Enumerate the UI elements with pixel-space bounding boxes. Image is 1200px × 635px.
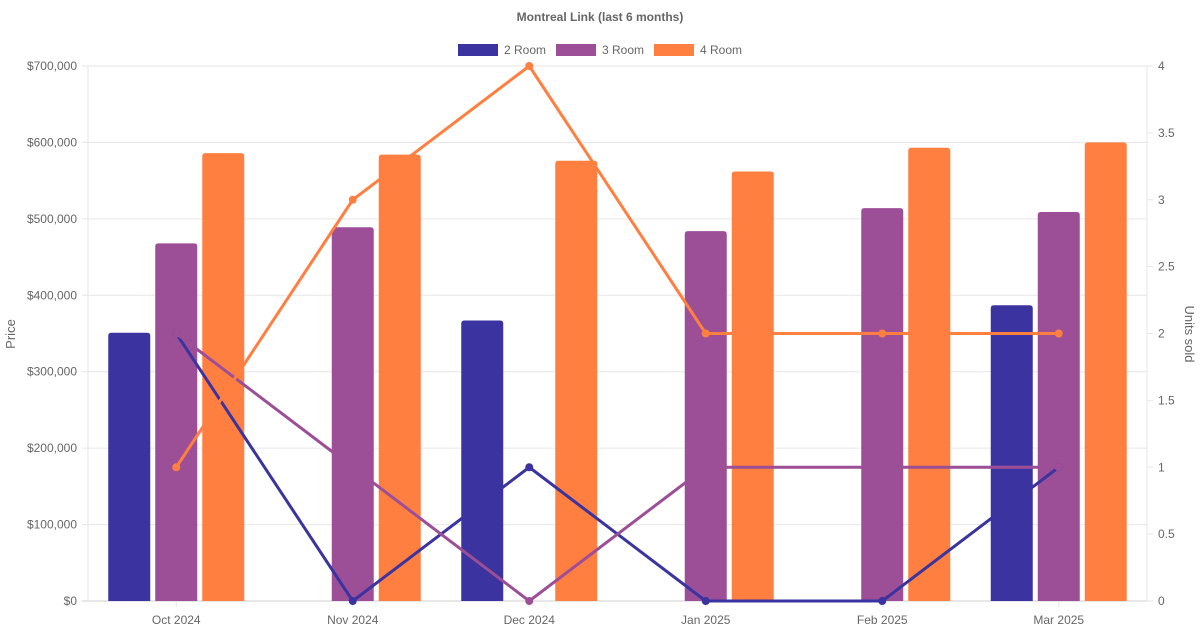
y-tick-label: $300,000 <box>27 365 77 379</box>
point-2-room <box>878 597 887 605</box>
bar-3-room <box>684 231 727 602</box>
line-3-room <box>175 332 1059 603</box>
y2-tick-label: 2.5 <box>1158 260 1175 274</box>
point-3-room <box>878 463 887 472</box>
legend-label-3-room: 3 Room <box>602 43 644 57</box>
y2-tick-label: 0.5 <box>1158 527 1175 541</box>
point-3-room <box>701 463 710 472</box>
bar-2-room <box>990 305 1033 601</box>
bar-3-room <box>861 208 904 601</box>
y-tick-label: $500,000 <box>27 212 77 226</box>
point-4-room <box>348 195 357 204</box>
x-tick-label: Nov 2024 <box>327 613 379 627</box>
point-2-room <box>348 597 357 605</box>
y-tick-label: $700,000 <box>27 59 77 73</box>
y2-tick-label: 0 <box>1158 594 1165 608</box>
line-4-room <box>174 64 1059 469</box>
y2-tick-label: 1 <box>1158 460 1165 474</box>
point-4-room <box>525 62 534 70</box>
legend-swatch-2-room <box>458 44 498 56</box>
point-4-room <box>701 329 710 338</box>
y-tick-label: $600,000 <box>27 135 77 149</box>
y2-tick-label: 3 <box>1158 193 1165 207</box>
point-4-room <box>878 329 887 338</box>
x-tick-label: Dec 2024 <box>504 613 556 627</box>
point-2-room <box>525 463 534 472</box>
bar-3-room <box>331 227 374 601</box>
bar-4-room <box>378 154 421 601</box>
y-tick-label: $100,000 <box>27 518 77 532</box>
bar-4-room <box>555 160 598 601</box>
legend-swatch-3-room <box>556 44 596 56</box>
point-4-room <box>1054 329 1063 338</box>
point-3-room <box>348 463 357 472</box>
x-tick-label: Mar 2025 <box>1033 613 1084 627</box>
point-4-room <box>172 463 181 472</box>
point-2-room <box>701 597 710 605</box>
y2-tick-label: 3.5 <box>1158 126 1175 140</box>
bar-4-room <box>908 147 951 601</box>
y-tick-label: $0 <box>64 594 78 608</box>
y2-tick-label: 2 <box>1158 327 1165 341</box>
point-3-room <box>525 597 534 605</box>
legend-label-4-room: 4 Room <box>700 43 742 57</box>
x-tick-label: Feb 2025 <box>857 613 908 627</box>
bar-4-room <box>1084 142 1127 601</box>
y2-axis-title: Units sold <box>1182 305 1197 362</box>
bar-2-room <box>461 320 504 601</box>
bar-4-room <box>731 171 774 601</box>
x-tick-label: Jan 2025 <box>681 613 731 627</box>
bar-4-room <box>202 153 245 601</box>
y2-tick-label: 1.5 <box>1158 393 1175 407</box>
y2-tick-label: 4 <box>1158 59 1165 73</box>
y-tick-label: $400,000 <box>27 288 77 302</box>
bar-2-room <box>108 332 151 601</box>
y-axis-title: Price <box>3 319 18 349</box>
y-tick-label: $200,000 <box>27 441 77 455</box>
point-3-room <box>1054 463 1063 472</box>
chart-title: Montreal Link (last 6 months) <box>517 10 684 24</box>
legend-swatch-4-room <box>654 44 694 56</box>
point-3-room <box>172 329 181 338</box>
bar-3-room <box>1037 211 1080 601</box>
x-tick-label: Oct 2024 <box>152 613 201 627</box>
legend-label-2-room: 2 Room <box>504 43 546 57</box>
bar-3-room <box>155 243 198 602</box>
